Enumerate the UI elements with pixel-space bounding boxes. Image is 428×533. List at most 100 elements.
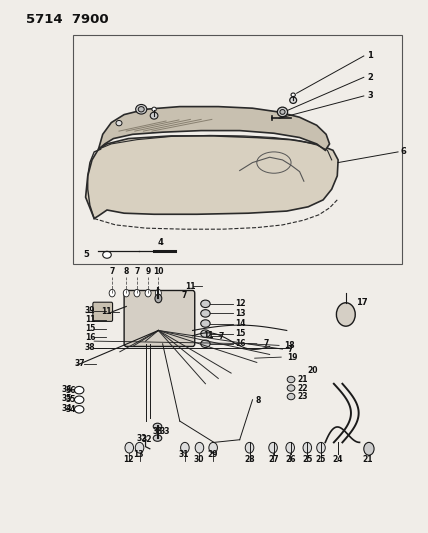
Circle shape [364, 442, 374, 455]
Text: 14: 14 [235, 319, 246, 328]
Circle shape [134, 289, 140, 297]
Ellipse shape [201, 340, 210, 348]
Text: 16: 16 [235, 340, 246, 348]
Text: 34: 34 [65, 405, 76, 414]
Circle shape [269, 442, 277, 453]
Ellipse shape [116, 120, 122, 126]
Text: 4: 4 [158, 238, 163, 247]
Ellipse shape [136, 104, 147, 114]
Ellipse shape [201, 320, 210, 327]
Text: 2: 2 [367, 73, 373, 82]
Text: 25: 25 [302, 455, 312, 464]
Ellipse shape [153, 435, 162, 441]
Text: 7: 7 [182, 292, 187, 300]
Text: 28: 28 [244, 455, 255, 464]
Circle shape [303, 442, 312, 453]
Ellipse shape [287, 393, 295, 400]
Ellipse shape [201, 310, 210, 317]
Text: 36: 36 [61, 385, 71, 393]
Text: 8: 8 [256, 397, 262, 405]
Circle shape [109, 289, 115, 297]
Ellipse shape [152, 107, 156, 111]
Circle shape [245, 442, 254, 453]
Text: 20: 20 [307, 366, 318, 375]
Text: 5714  7900: 5714 7900 [26, 13, 108, 26]
Text: 11: 11 [85, 316, 95, 324]
Text: 39: 39 [85, 306, 95, 315]
Text: 21: 21 [297, 375, 308, 384]
Ellipse shape [277, 107, 288, 117]
Text: 22: 22 [297, 384, 308, 392]
Text: 32: 32 [142, 435, 152, 444]
Text: 12: 12 [123, 455, 134, 464]
Circle shape [209, 442, 217, 453]
Ellipse shape [74, 406, 84, 413]
Text: 24: 24 [333, 455, 343, 464]
Ellipse shape [287, 385, 295, 391]
Text: 21: 21 [363, 455, 373, 464]
Text: 7: 7 [263, 340, 269, 348]
Ellipse shape [201, 300, 210, 308]
Text: 31: 31 [179, 450, 189, 458]
Text: 35: 35 [61, 394, 71, 403]
Circle shape [123, 289, 129, 297]
Ellipse shape [138, 107, 144, 112]
Circle shape [155, 294, 162, 303]
Text: 9: 9 [146, 266, 151, 276]
Text: 6: 6 [400, 148, 406, 156]
Text: 25: 25 [316, 455, 326, 464]
Ellipse shape [150, 112, 158, 119]
Text: 11: 11 [203, 332, 214, 340]
Ellipse shape [201, 330, 210, 337]
Polygon shape [98, 107, 330, 150]
FancyBboxPatch shape [93, 302, 113, 321]
Ellipse shape [291, 93, 295, 97]
Circle shape [181, 442, 189, 453]
Text: 7: 7 [134, 266, 140, 276]
Text: 35: 35 [65, 395, 76, 404]
Text: 11: 11 [185, 282, 196, 290]
Text: 26: 26 [285, 455, 295, 464]
Ellipse shape [287, 376, 295, 383]
Text: 30: 30 [193, 455, 204, 464]
Ellipse shape [103, 252, 111, 258]
Text: 7: 7 [288, 345, 293, 353]
FancyBboxPatch shape [124, 290, 195, 346]
Text: 10: 10 [153, 266, 163, 276]
Text: 36: 36 [65, 386, 76, 394]
Text: 15: 15 [85, 325, 95, 333]
Ellipse shape [153, 423, 162, 430]
Circle shape [286, 442, 294, 453]
Text: 7: 7 [218, 333, 224, 341]
Ellipse shape [290, 97, 297, 103]
Text: 8: 8 [124, 266, 129, 276]
Ellipse shape [280, 110, 285, 115]
Circle shape [336, 303, 355, 326]
Text: 1: 1 [367, 52, 373, 60]
Text: 23: 23 [297, 392, 308, 401]
Text: 27: 27 [269, 455, 279, 464]
Text: 19: 19 [287, 353, 297, 361]
Text: 33: 33 [160, 427, 170, 436]
Text: 11: 11 [101, 308, 112, 316]
Text: 13: 13 [133, 450, 143, 458]
Text: 38: 38 [85, 343, 95, 352]
Circle shape [135, 442, 144, 453]
Ellipse shape [74, 386, 84, 394]
Text: 13: 13 [235, 309, 246, 318]
Polygon shape [86, 136, 338, 219]
Text: 12: 12 [235, 300, 246, 308]
Text: 17: 17 [356, 298, 368, 307]
Ellipse shape [74, 396, 84, 403]
Text: 33: 33 [152, 427, 163, 436]
Text: 29: 29 [207, 450, 217, 458]
Text: 3: 3 [367, 92, 373, 100]
Circle shape [317, 442, 325, 453]
Text: 32: 32 [137, 434, 148, 442]
Circle shape [125, 442, 134, 453]
Text: 34: 34 [61, 404, 71, 413]
Text: 5: 5 [83, 250, 89, 259]
Text: 7: 7 [110, 266, 115, 276]
Text: 18: 18 [285, 341, 295, 350]
Circle shape [155, 289, 161, 297]
